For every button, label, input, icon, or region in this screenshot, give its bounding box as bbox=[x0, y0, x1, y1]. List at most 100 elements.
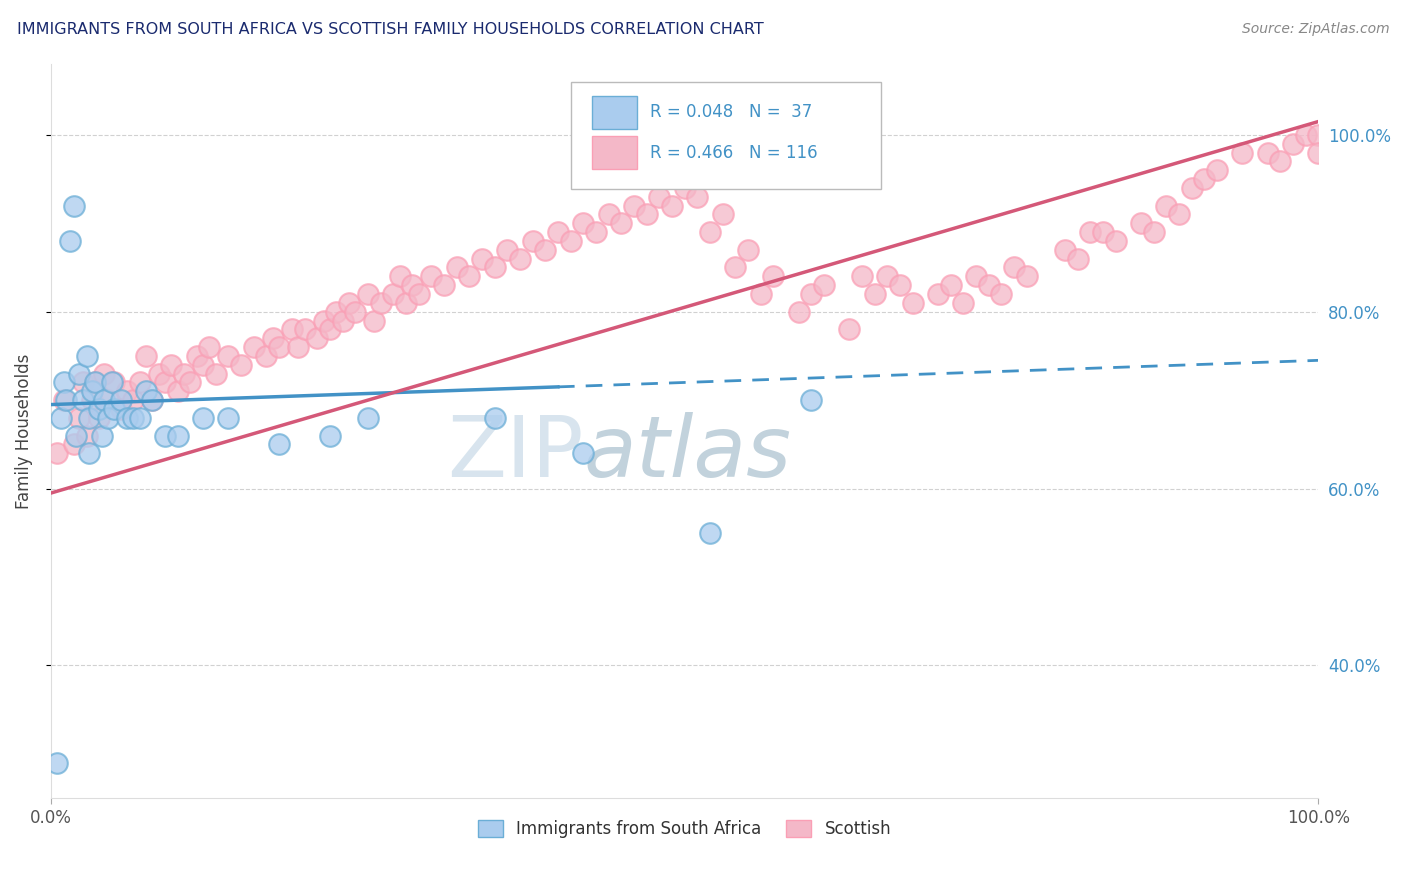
Point bbox=[420, 269, 443, 284]
Point bbox=[1129, 216, 1152, 230]
Point bbox=[67, 367, 90, 381]
Point bbox=[148, 367, 170, 381]
Point bbox=[458, 269, 481, 284]
Point bbox=[76, 428, 98, 442]
Point bbox=[446, 260, 468, 275]
Point bbox=[72, 393, 94, 408]
Point bbox=[344, 304, 367, 318]
Point bbox=[560, 234, 582, 248]
Point bbox=[787, 304, 810, 318]
Point bbox=[110, 402, 132, 417]
Point bbox=[965, 269, 987, 284]
Point bbox=[661, 198, 683, 212]
Point bbox=[1232, 145, 1254, 160]
Point bbox=[433, 278, 456, 293]
Point bbox=[179, 376, 201, 390]
Point bbox=[84, 376, 107, 390]
Point bbox=[141, 393, 163, 408]
Point bbox=[262, 331, 284, 345]
Point bbox=[509, 252, 531, 266]
Point bbox=[1295, 128, 1317, 142]
Point bbox=[332, 313, 354, 327]
Point bbox=[77, 410, 100, 425]
Point bbox=[307, 331, 329, 345]
Point bbox=[101, 376, 124, 390]
Point bbox=[484, 410, 506, 425]
Point bbox=[838, 322, 860, 336]
Point bbox=[471, 252, 494, 266]
Point bbox=[699, 525, 721, 540]
Point bbox=[990, 287, 1012, 301]
Point bbox=[337, 296, 360, 310]
Point bbox=[572, 446, 595, 460]
Point bbox=[977, 278, 1000, 293]
Point bbox=[115, 384, 138, 399]
Point bbox=[319, 428, 342, 442]
Point bbox=[876, 269, 898, 284]
Point bbox=[294, 322, 316, 336]
Point bbox=[122, 393, 145, 408]
Point bbox=[1192, 172, 1215, 186]
Point bbox=[1206, 163, 1229, 178]
Point bbox=[1308, 145, 1330, 160]
Point bbox=[762, 269, 785, 284]
FancyBboxPatch shape bbox=[571, 82, 882, 189]
Point bbox=[901, 296, 924, 310]
Point bbox=[63, 198, 86, 212]
Text: ZIP: ZIP bbox=[447, 411, 583, 495]
Point bbox=[1180, 181, 1202, 195]
Bar bbox=[592, 95, 637, 128]
Point bbox=[191, 410, 214, 425]
Legend: Immigrants from South Africa, Scottish: Immigrants from South Africa, Scottish bbox=[471, 814, 898, 845]
Point bbox=[357, 287, 380, 301]
Point bbox=[93, 367, 115, 381]
Point bbox=[648, 190, 671, 204]
Point bbox=[63, 437, 86, 451]
Point bbox=[46, 446, 69, 460]
Point bbox=[93, 393, 115, 408]
Point bbox=[103, 376, 125, 390]
Point bbox=[231, 358, 253, 372]
Point bbox=[363, 313, 385, 327]
Point bbox=[122, 410, 145, 425]
Point bbox=[217, 410, 239, 425]
Point bbox=[1282, 136, 1305, 151]
Point bbox=[598, 207, 620, 221]
Point bbox=[1091, 225, 1114, 239]
Text: R = 0.466   N = 116: R = 0.466 N = 116 bbox=[651, 144, 818, 161]
Point bbox=[115, 410, 138, 425]
Point bbox=[1257, 145, 1279, 160]
Point bbox=[166, 428, 188, 442]
Point bbox=[128, 376, 150, 390]
Point bbox=[186, 349, 208, 363]
Point bbox=[484, 260, 506, 275]
Text: IMMIGRANTS FROM SOUTH AFRICA VS SCOTTISH FAMILY HOUSEHOLDS CORRELATION CHART: IMMIGRANTS FROM SOUTH AFRICA VS SCOTTISH… bbox=[17, 22, 763, 37]
Point bbox=[90, 428, 112, 442]
Point bbox=[319, 322, 342, 336]
Point bbox=[395, 296, 418, 310]
Point bbox=[173, 367, 195, 381]
Point bbox=[800, 287, 823, 301]
Point bbox=[55, 393, 77, 408]
Point bbox=[59, 234, 82, 248]
Point bbox=[889, 278, 911, 293]
Point bbox=[135, 384, 157, 399]
Point bbox=[153, 428, 176, 442]
Point bbox=[686, 190, 709, 204]
Point bbox=[813, 278, 835, 293]
Point bbox=[1002, 260, 1025, 275]
Point bbox=[1167, 207, 1189, 221]
Point bbox=[52, 376, 75, 390]
Point bbox=[153, 376, 176, 390]
Point bbox=[711, 207, 734, 221]
Point bbox=[103, 402, 125, 417]
Point bbox=[610, 216, 633, 230]
Point bbox=[1015, 269, 1038, 284]
Point bbox=[673, 181, 696, 195]
Point bbox=[749, 287, 772, 301]
Point bbox=[76, 349, 98, 363]
Point bbox=[269, 437, 291, 451]
Point bbox=[388, 269, 411, 284]
Point bbox=[1053, 243, 1076, 257]
Point bbox=[160, 358, 183, 372]
